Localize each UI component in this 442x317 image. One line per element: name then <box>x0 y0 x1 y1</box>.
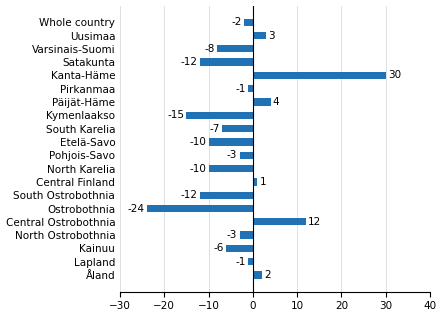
Text: 30: 30 <box>388 70 401 81</box>
Bar <box>244 19 253 26</box>
Bar <box>226 245 253 252</box>
Bar <box>248 258 253 265</box>
Text: -12: -12 <box>180 190 198 200</box>
Text: -6: -6 <box>213 243 224 253</box>
Bar <box>253 72 385 79</box>
Text: -2: -2 <box>232 17 242 27</box>
Text: -1: -1 <box>236 84 246 94</box>
Bar <box>147 205 253 212</box>
Text: 4: 4 <box>273 97 279 107</box>
Text: -12: -12 <box>180 57 198 67</box>
Text: 12: 12 <box>308 217 321 227</box>
Text: 3: 3 <box>268 30 275 41</box>
Text: -15: -15 <box>167 110 184 120</box>
Bar <box>248 85 253 93</box>
Bar <box>209 165 253 172</box>
Bar <box>222 125 253 132</box>
Text: -24: -24 <box>127 204 145 214</box>
Bar <box>217 45 253 53</box>
Bar <box>253 98 271 106</box>
Bar <box>209 138 253 146</box>
Bar <box>253 271 262 279</box>
Bar <box>200 58 253 66</box>
Text: -1: -1 <box>236 257 246 267</box>
Bar <box>253 218 306 225</box>
Text: -3: -3 <box>227 150 237 160</box>
Bar <box>187 112 253 119</box>
Bar <box>240 231 253 239</box>
Bar <box>253 178 257 185</box>
Text: -7: -7 <box>209 124 220 134</box>
Text: 1: 1 <box>259 177 266 187</box>
Text: 2: 2 <box>264 270 271 280</box>
Bar <box>253 32 266 39</box>
Text: -10: -10 <box>190 137 206 147</box>
Bar <box>240 152 253 159</box>
Text: -3: -3 <box>227 230 237 240</box>
Text: -8: -8 <box>205 44 215 54</box>
Bar <box>200 191 253 199</box>
Text: -10: -10 <box>190 164 206 174</box>
